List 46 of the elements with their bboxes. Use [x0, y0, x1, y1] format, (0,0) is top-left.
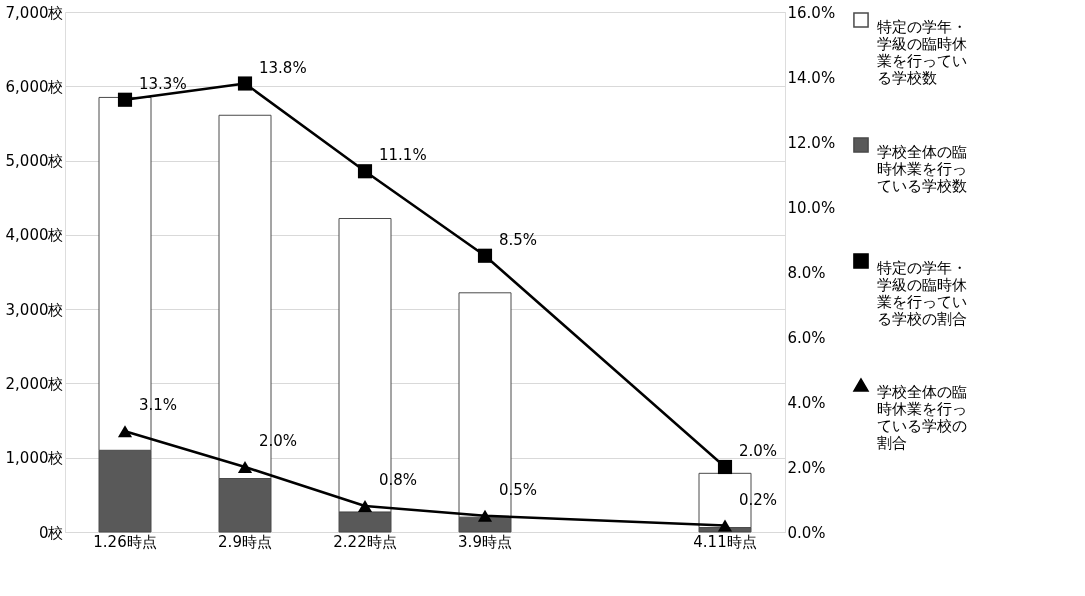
y2-tick-label: 4.0%: [787, 393, 826, 412]
data-label: 11.1%: [379, 146, 427, 165]
point: [357, 499, 373, 513]
data-label: 2.0%: [739, 442, 778, 460]
data-label: 13.3%: [139, 74, 187, 93]
point: [237, 76, 253, 91]
x-tick-label: 3.9時点: [458, 532, 512, 551]
y2-tick-label: 2.0%: [787, 458, 826, 477]
y2-tick-label: 14.0%: [787, 68, 836, 87]
legend-label: 特定の学年・学級の臨時休業を行っている学校の割合: [877, 259, 967, 328]
data-label: 3.1%: [139, 396, 178, 415]
x-tick-label: 1.26時点: [93, 532, 157, 551]
x-tick-label: 2.22時点: [333, 532, 397, 551]
y2-tick-label: 8.0%: [787, 263, 826, 282]
y2-tick-label: 6.0%: [787, 328, 826, 347]
data-label: 0.5%: [499, 480, 538, 499]
x-tick-label: 4.11時点: [693, 532, 757, 551]
data-label: 2.0%: [259, 432, 298, 450]
y-tick-label: 0校: [38, 523, 64, 542]
legend-label: 特定の学年・学級の臨時休業を行っている学校数: [877, 18, 967, 87]
data-label: 0.2%: [739, 490, 778, 509]
point: [117, 425, 133, 438]
point: [477, 509, 493, 522]
point: [717, 459, 733, 475]
point: [717, 519, 733, 532]
legend-label: 学校全体の臨時休業を行っている学校の割合: [877, 383, 967, 452]
legend-label: 学校全体の臨時休業を行っている学校数: [877, 143, 967, 195]
y2-tick-label: 12.0%: [787, 133, 836, 152]
point: [477, 248, 493, 263]
data-label: 0.8%: [379, 471, 418, 489]
y-tick-label: 3,000校: [5, 300, 64, 319]
y-tick-label: 6,000校: [5, 77, 64, 96]
data-label: 13.8%: [259, 58, 307, 77]
y2-tick-label: 10.0%: [787, 198, 836, 217]
data-label: 8.5%: [499, 230, 538, 249]
y-tick-label: 2,000校: [5, 374, 64, 393]
point: [117, 92, 133, 107]
y2-tick-label: 16.0%: [787, 3, 836, 22]
point: [357, 164, 373, 179]
y-tick-label: 5,000校: [5, 152, 64, 171]
y-tick-label: 1,000校: [5, 449, 64, 468]
y-tick-label: 7,000校: [5, 3, 64, 22]
y-tick-label: 4,000校: [5, 226, 64, 245]
point: [237, 460, 253, 474]
y2-tick-label: 0.0%: [787, 523, 826, 542]
x-tick-label: 2.9時点: [218, 532, 272, 551]
